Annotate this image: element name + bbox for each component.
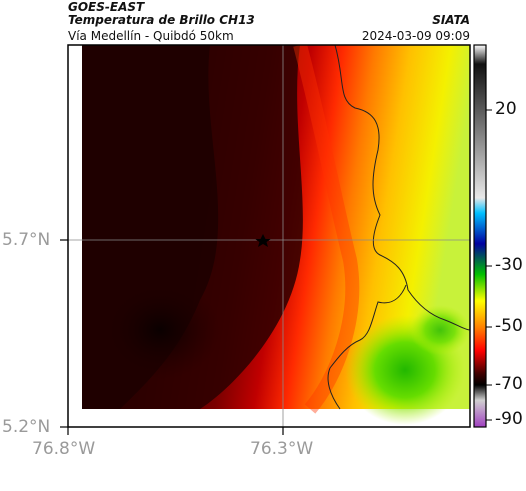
river-border [327,284,407,410]
station-marker-icon [255,234,271,247]
lat-tick-label: 5.2°N [2,417,51,437]
organization-name: SIATA [432,13,470,27]
colorbar-tick-label: 20 [495,99,517,119]
product-title: Temperatura de Brillo CH13 [68,13,255,27]
colorbar-tick-label: -90 [495,409,523,429]
coastline [334,44,471,331]
timestamp: 2024-03-09 09:09 [361,29,470,43]
lon-tick-label: 76.3°W [250,439,314,459]
colorbar-tick-label: -30 [495,255,523,275]
brightness-temperature-field [82,45,470,425]
lon-tick-label: 76.8°W [32,439,96,459]
satellite-name: GOES-EAST [68,0,145,14]
colorbar-tick-label: -70 [495,374,523,394]
lat-tick-label: 5.7°N [2,230,51,250]
colorbar [474,45,486,427]
location-subtitle: Vía Medellín - Quibdó 50km [68,29,234,43]
colorbar-tick-label: -50 [495,316,523,336]
